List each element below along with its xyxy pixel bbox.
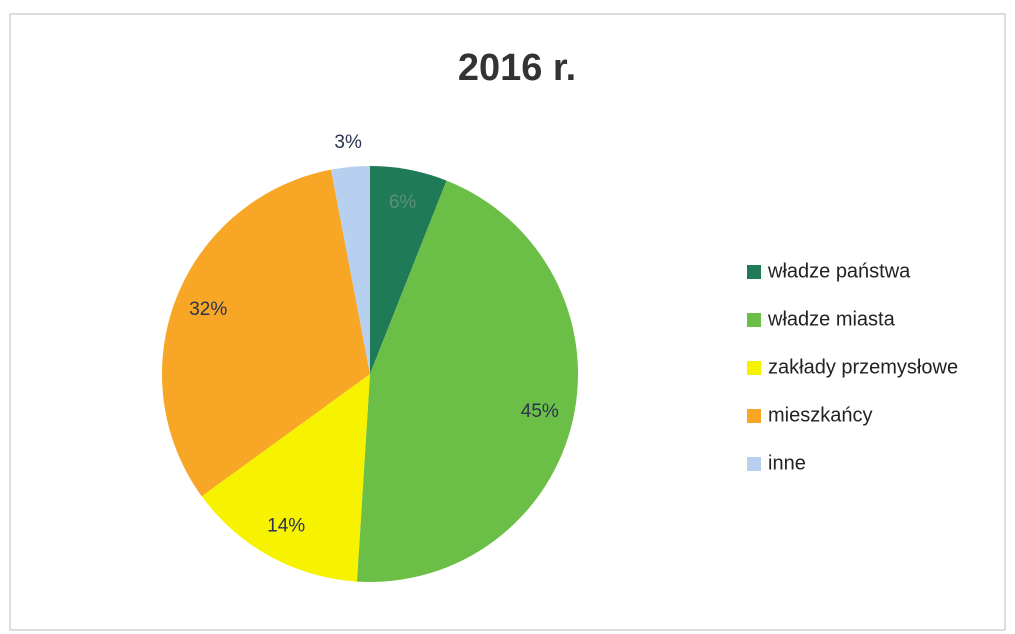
legend-swatch <box>747 409 761 423</box>
data-label: 45% <box>521 401 559 422</box>
legend-label: mieszkańcy <box>768 404 872 426</box>
data-label: 14% <box>267 515 305 536</box>
legend-label: władze państwa <box>767 260 911 282</box>
pie-slice <box>161 169 370 497</box>
pie-slice <box>331 166 370 374</box>
legend-swatch <box>747 313 761 327</box>
data-label: 3% <box>334 132 362 153</box>
pie-slice <box>201 374 370 582</box>
legend-label: inne <box>768 452 806 474</box>
data-label: 6% <box>389 192 417 213</box>
pie-slice <box>356 180 578 582</box>
legend-swatch <box>747 457 761 471</box>
legend-swatch <box>747 265 761 279</box>
chart-title: 2016 r. <box>458 47 576 89</box>
legend-swatch <box>747 361 761 375</box>
legend-label: władze miasta <box>767 308 896 330</box>
legend-label: zakłady przemysłowe <box>768 356 958 378</box>
pie-slice <box>370 166 447 374</box>
data-label: 32% <box>189 299 227 320</box>
